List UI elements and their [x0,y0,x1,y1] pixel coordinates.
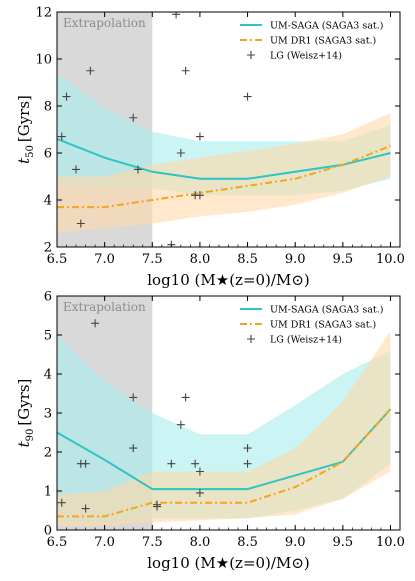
x-tick-label: 8.0 [190,252,211,267]
y-tick-label: 2 [44,446,52,461]
y-axis-label-sub: 90 [25,429,36,442]
y-axis-label: t90 [Gyrs] [15,379,36,448]
legend-label-points: LG (Weisz+14) [270,51,342,62]
y-tick-label: 6 [44,147,52,162]
lg-point [195,488,204,497]
series-line-1 [57,408,392,518]
x-axis-label: log10 (M★(z=0)/M⊙) [147,271,310,289]
plot-area [48,12,391,247]
lg-point [81,504,90,513]
lg-point [129,444,138,453]
lg-point [181,393,190,402]
lg-point [91,319,100,328]
plot-area [57,296,392,530]
x-tick-label: 7.5 [142,535,163,550]
lg-point [181,66,190,75]
lg-point [172,12,181,19]
x-tick-label: 7.0 [94,252,115,267]
legend-swatch-points [247,335,255,343]
lg-point [195,191,204,200]
series-band-1 [57,331,391,527]
x-tick-label: 8.5 [237,535,258,550]
x-tick-label: 6.5 [47,252,68,267]
lg-point [153,502,162,511]
lg-point [243,444,252,453]
lg-point [195,467,204,476]
lg-point [176,149,185,157]
panel-t50: Extrapolation 6.5 7.0 7.5 8.0 8.5 9.0 9.5 10.0 2 4… [15,6,405,290]
lg-point [129,393,138,402]
y-tick-label: 12 [35,6,52,21]
y-tick-label: 4 [44,368,52,383]
lg-point [176,420,185,429]
panel-t90: Extrapolation 6.5 7.0 7.5 8.0 8.5 9.0 9.5 10.0 0 1… [15,290,405,573]
x-tick-label: 9.0 [285,252,306,267]
lg-point [76,219,85,228]
legend-label-points: LG (Weisz+14) [270,335,342,346]
legend-label-0: UM-SAGA (SAGA3 sat.) [270,21,383,32]
y-axis-label-main: t [15,440,33,447]
y-axis-label: t50 [Gyrs] [15,95,36,164]
lg-point [72,165,81,174]
y-tick-label: 1 [44,485,52,500]
lg-point [167,459,176,468]
y-tick-label: 6 [44,290,52,305]
x-tick-label: 10.0 [376,252,405,267]
y-tick-label: 0 [44,524,52,539]
lg-point [195,132,204,141]
x-axis-label: log10 (M★(z=0)/M⊙) [147,554,310,572]
y-axis-label-sub: 50 [25,145,36,158]
lg-point [133,165,142,174]
x-tick-label: 9.5 [332,535,353,550]
lg-point [57,498,66,507]
legend: UM-SAGA (SAGA3 sat.) UM DR1 (SAGA3 sat.) L… [240,305,383,346]
legend-label-1: UM DR1 (SAGA3 sat.) [270,36,376,47]
y-tick-label: 3 [44,407,52,422]
x-tick-label: 6.5 [47,535,68,550]
lg-point [81,459,90,468]
y-tick-label: 8 [44,100,52,115]
x-tick-label: 8.5 [237,252,258,267]
extrapolation-label: Extrapolation [63,300,146,314]
y-axis-label-unit: [Gyrs] [15,379,33,426]
lg-point [243,459,252,468]
series-line-1 [57,144,391,209]
y-axis-label-main: t [15,157,33,164]
series-line-0 [57,137,391,180]
legend-label-1: UM DR1 (SAGA3 sat.) [270,320,376,331]
x-tick-label: 8.0 [190,535,211,550]
y-tick-label: 4 [44,194,52,209]
legend: UM-SAGA (SAGA3 sat.) UM DR1 (SAGA3 sat.) L… [240,21,383,62]
series-line-0 [57,408,392,491]
legend-label-0: UM-SAGA (SAGA3 sat.) [270,305,383,316]
y-tick-label: 2 [44,241,52,256]
y-tick-label: 10 [35,53,52,68]
y-tick-label: 5 [44,329,52,344]
lg-point [57,132,66,141]
y-axis-label-unit: [Gyrs] [15,95,33,142]
x-tick-label: 9.5 [332,252,353,267]
lg-point [86,66,95,75]
lg-point [243,92,252,101]
lg-point [48,41,56,49]
series-band-1 [57,113,391,233]
lg-point [62,92,71,101]
x-tick-label: 10.0 [376,535,405,550]
legend-swatch-points [247,51,255,59]
lg-point [129,113,138,122]
extrapolation-label: Extrapolation [63,16,146,30]
x-tick-label: 7.0 [94,535,115,550]
lg-point [191,459,200,468]
x-tick-label: 7.5 [142,252,163,267]
x-tick-label: 9.0 [285,535,306,550]
